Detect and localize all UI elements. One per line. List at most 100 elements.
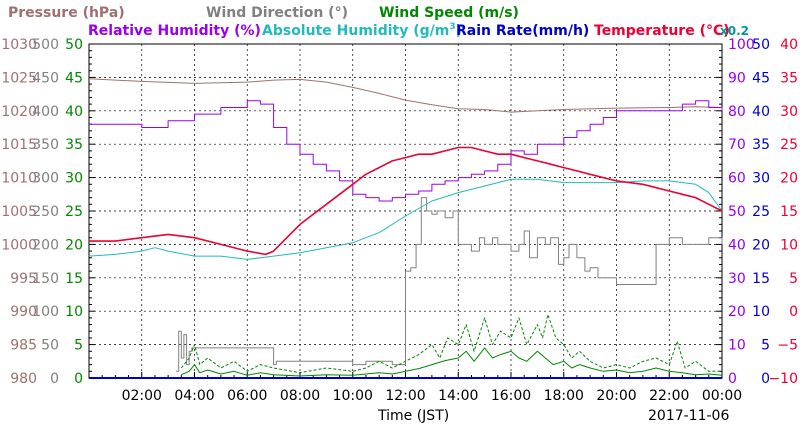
y-tick-label-relative_humidity: 60 [728, 171, 746, 187]
y-tick-label-relative_humidity: 50 [728, 204, 746, 220]
date-label: 2017-11-06 [648, 408, 729, 424]
y-tick-label-rain_rate: 45 [752, 70, 770, 86]
y-tick-label-wind_direction: 400 [32, 104, 59, 120]
legend-absolute-humidity-exp: 3 [449, 22, 455, 32]
y-tick-label-pressure: 995 [10, 271, 37, 287]
y-tick-label-relative_humidity: 20 [728, 304, 746, 320]
series-wind-speed [181, 347, 723, 377]
x-tick-label: 22:00 [649, 388, 689, 404]
y-tick-label-wind_direction: 350 [32, 137, 59, 153]
x-tick-label: 14:00 [438, 388, 478, 404]
y-tick-label-temperature: 15 [780, 204, 798, 220]
y-tick-label-relative_humidity: 40 [728, 237, 746, 253]
x-tick-label: 10:00 [333, 388, 373, 404]
legend-multiplier: x0.2 [720, 24, 749, 38]
x-tick-label: 18:00 [544, 388, 584, 404]
legend-absolute-humidity-close: ) [456, 23, 462, 39]
y-tick-label-wind_speed: 5 [74, 338, 83, 354]
y-tick-label-wind_speed: 25 [65, 204, 83, 220]
y-tick-label-temperature: 0 [789, 304, 798, 320]
y-tick-label-wind_direction: 150 [32, 271, 59, 287]
y-tick-label-temperature: 20 [780, 171, 798, 187]
y-tick-label-temperature: 40 [780, 37, 798, 53]
x-tick-label: 02:00 [122, 388, 162, 404]
y-tick-label-wind_direction: 500 [32, 37, 59, 53]
y-tick-label-pressure: 1020 [1, 104, 37, 120]
legend-absolute-humidity-label: Absolute Humidity (g/m [262, 23, 449, 39]
x-tick-label: 08:00 [280, 388, 320, 404]
x-axis-title: Time (JST) [377, 408, 449, 424]
x-tick-label: 06:00 [227, 388, 267, 404]
y-tick-label-wind_speed: 15 [65, 271, 83, 287]
series-wind-direction [176, 197, 723, 372]
y-tick-label-pressure: 1025 [1, 70, 37, 86]
y-tick-label-wind_direction: 450 [32, 70, 59, 86]
y-tick-label-temperature: 10 [780, 237, 798, 253]
y-tick-label-pressure: 1005 [1, 204, 37, 220]
y-tick-label-wind_direction: 300 [32, 171, 59, 187]
legend-wind-speed: Wind Speed (m/s) [379, 5, 519, 21]
y-tick-label-wind_speed: 30 [65, 171, 83, 187]
x-tick-label: 16:00 [491, 388, 531, 404]
y-tick-label-wind_speed: 0 [74, 371, 83, 387]
legend-wind-direction: Wind Direction (°) [206, 5, 348, 21]
y-tick-label-rain_rate: 35 [752, 137, 770, 153]
y-tick-label-temperature: 35 [780, 70, 798, 86]
y-tick-label-wind_speed: 45 [65, 70, 83, 86]
y-tick-label-rain_rate: 20 [752, 237, 770, 253]
y-tick-label-wind_direction: 50 [41, 338, 59, 354]
y-tick-label-relative_humidity: 80 [728, 104, 746, 120]
y-tick-label-rain_rate: 0 [761, 371, 770, 387]
y-tick-label-temperature: −5 [777, 338, 798, 354]
y-tick-label-rain_rate: 50 [752, 37, 770, 53]
series-layer [88, 78, 723, 379]
y-tick-label-wind_direction: 100 [32, 304, 59, 320]
y-tick-label-pressure: 980 [10, 371, 37, 387]
y-tick-label-temperature: 25 [780, 137, 798, 153]
y-tick-label-pressure: 1010 [1, 171, 37, 187]
y-tick-label-pressure: 1015 [1, 137, 37, 153]
y-tick-label-temperature: 5 [789, 271, 798, 287]
y-tick-label-temperature: −10 [768, 371, 798, 387]
y-tick-label-pressure: 1030 [1, 37, 37, 53]
y-tick-label-rain_rate: 15 [752, 271, 770, 287]
y-tick-label-wind_speed: 40 [65, 104, 83, 120]
x-tick-label: 00:00 [702, 388, 742, 404]
legend-absolute-humidity: Absolute Humidity (g/m3) [262, 22, 462, 39]
series-absolute-humidity [88, 178, 723, 260]
y-tick-label-wind_speed: 35 [65, 137, 83, 153]
y-tick-label-rain_rate: 10 [752, 304, 770, 320]
series-temperature [89, 146, 723, 256]
legend-temperature: Temperature (°C) [594, 23, 730, 39]
y-tick-label-temperature: 30 [780, 104, 798, 120]
y-tick-label-pressure: 1000 [1, 237, 37, 253]
y-tick-label-relative_humidity: 10 [728, 338, 746, 354]
y-tick-label-relative_humidity: 70 [728, 137, 746, 153]
x-tick-label: 12:00 [385, 388, 425, 404]
y-tick-label-wind_speed: 10 [65, 304, 83, 320]
y-tick-label-pressure: 985 [10, 338, 37, 354]
y-tick-label-relative_humidity: 90 [728, 70, 746, 86]
series-wind-gust [180, 314, 722, 374]
y-tick-label-rain_rate: 40 [752, 104, 770, 120]
y-tick-label-wind_direction: 0 [50, 371, 59, 387]
y-tick-label-relative_humidity: 30 [728, 271, 746, 287]
series-pressure [88, 78, 723, 113]
y-tick-label-wind_direction: 250 [32, 204, 59, 220]
y-tick-label-relative_humidity: 0 [728, 371, 737, 387]
x-tick-label: 20:00 [596, 388, 636, 404]
legend-rain-rate: Rain Rate(mm/h) [456, 23, 589, 39]
y-tick-label-rain_rate: 25 [752, 204, 770, 220]
legend-relative-humidity: Relative Humidity (%) [88, 23, 261, 39]
tick-labels: 02:00 04:00 06:00 08:00 10:00 12:00 14:00 16:00… [1, 37, 798, 404]
y-tick-label-relative_humidity: 100 [728, 37, 755, 53]
legend: Pressure (hPa) Wind Direction (°) Wind S… [8, 5, 749, 39]
legend-pressure: Pressure (hPa) [8, 5, 125, 21]
y-tick-label-wind_speed: 50 [65, 37, 83, 53]
y-tick-label-pressure: 990 [10, 304, 37, 320]
y-tick-label-wind_direction: 200 [32, 237, 59, 253]
x-tick-label: 04:00 [174, 388, 214, 404]
y-tick-label-rain_rate: 30 [752, 171, 770, 187]
y-tick-label-rain_rate: 5 [761, 338, 770, 354]
